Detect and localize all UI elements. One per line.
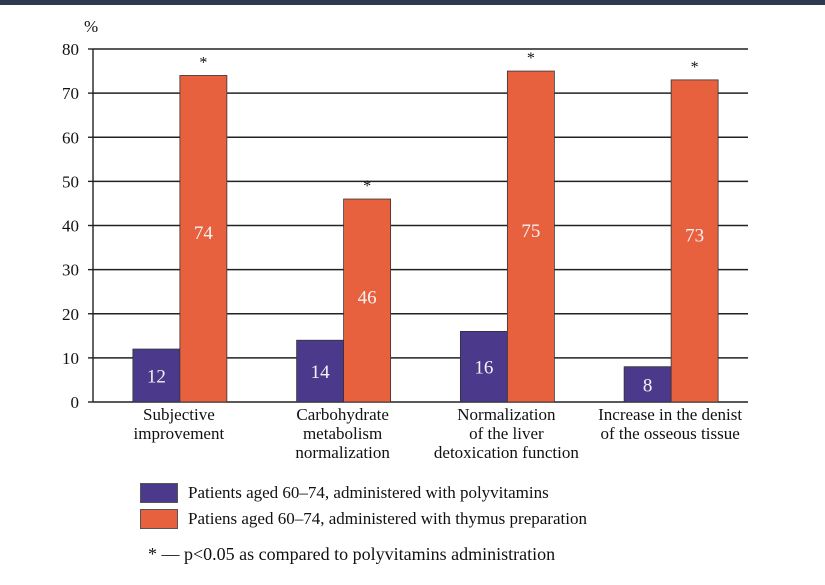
legend: Patients aged 60–74, administered with p… bbox=[140, 480, 587, 532]
x-tick-label-1: Carbohydrate metabolism normalization bbox=[295, 405, 390, 462]
top-border bbox=[0, 0, 825, 5]
data-label-thymus-3: 73 bbox=[685, 226, 704, 247]
x-tick-label-3: Increase in the denist of the osseous tis… bbox=[598, 405, 742, 443]
significance-marker-0: * bbox=[199, 54, 207, 71]
significance-marker-2: * bbox=[527, 50, 535, 67]
data-label-polyvitamins-1: 14 bbox=[311, 362, 331, 383]
x-tick-label-line: of the osseous tissue bbox=[600, 424, 739, 443]
footnote: * — p<0.05 as compared to polyvitamins a… bbox=[148, 544, 556, 564]
bar-thymus-1 bbox=[343, 198, 392, 403]
y-tick-label-10: 10 bbox=[62, 349, 79, 368]
significance-marker-1: * bbox=[363, 178, 371, 195]
x-tick-label-line: detoxication function bbox=[434, 443, 579, 462]
y-tick-label-70: 70 bbox=[62, 84, 79, 103]
y-tick-label-0: 0 bbox=[71, 393, 80, 412]
x-tick-label-line: Subjective bbox=[143, 405, 215, 424]
data-label-thymus-1: 46 bbox=[358, 287, 377, 308]
legend-item-polyvitamins: Patients aged 60–74, administered with p… bbox=[140, 480, 587, 506]
bar-polyvitamins-1 bbox=[296, 339, 345, 403]
legend-swatch-polyvitamins bbox=[140, 483, 178, 503]
y-axis: 0 10 20 30 40 50 60 70 80 bbox=[62, 40, 94, 412]
y-tick-label-40: 40 bbox=[62, 217, 79, 236]
x-tick-label-line: Normalization bbox=[457, 405, 556, 424]
legend-label-thymus: Patiens aged 60–74, administered with th… bbox=[188, 509, 587, 528]
bars: 12 74 * 14 46 * 16 75 * 8 73 * bbox=[132, 50, 719, 403]
significance-marker-3: * bbox=[691, 59, 699, 76]
bar-thymus-2 bbox=[506, 70, 555, 403]
x-tick-label-line: improvement bbox=[134, 424, 225, 443]
x-tick-label-0: Subjective improvement bbox=[134, 405, 225, 443]
y-axis-label: % bbox=[84, 17, 98, 36]
x-tick-label-line: of the liver bbox=[469, 424, 544, 443]
x-tick-label-line: normalization bbox=[295, 443, 390, 462]
data-label-polyvitamins-0: 12 bbox=[147, 367, 166, 388]
data-label-polyvitamins-2: 16 bbox=[474, 358, 493, 379]
bar-thymus-0 bbox=[179, 75, 228, 403]
x-axis-labels: Subjective improvement Carbohydrate metabol… bbox=[134, 405, 743, 462]
y-tick-label-80: 80 bbox=[62, 40, 79, 59]
data-label-thymus-0: 74 bbox=[194, 223, 214, 244]
data-label-polyvitamins-3: 8 bbox=[643, 375, 653, 396]
bar-thymus-3 bbox=[670, 79, 719, 403]
y-tick-label-20: 20 bbox=[62, 305, 79, 324]
bar-polyvitamins-3 bbox=[623, 366, 672, 403]
x-tick-label-line: Increase in the denist bbox=[598, 405, 742, 424]
data-label-thymus-2: 75 bbox=[521, 221, 540, 242]
x-tick-label-line: metabolism bbox=[303, 424, 382, 443]
x-tick-label-line: Carbohydrate bbox=[296, 405, 389, 424]
y-tick-label-30: 30 bbox=[62, 261, 79, 280]
x-tick-label-2: Normalization of the liver detoxication fu… bbox=[434, 405, 579, 462]
legend-label-polyvitamins: Patients aged 60–74, administered with p… bbox=[188, 483, 549, 502]
y-tick-label-60: 60 bbox=[62, 128, 79, 147]
y-tick-label-50: 50 bbox=[62, 172, 79, 191]
legend-item-thymus: Patiens aged 60–74, administered with th… bbox=[140, 506, 587, 532]
legend-swatch-thymus bbox=[140, 509, 178, 529]
